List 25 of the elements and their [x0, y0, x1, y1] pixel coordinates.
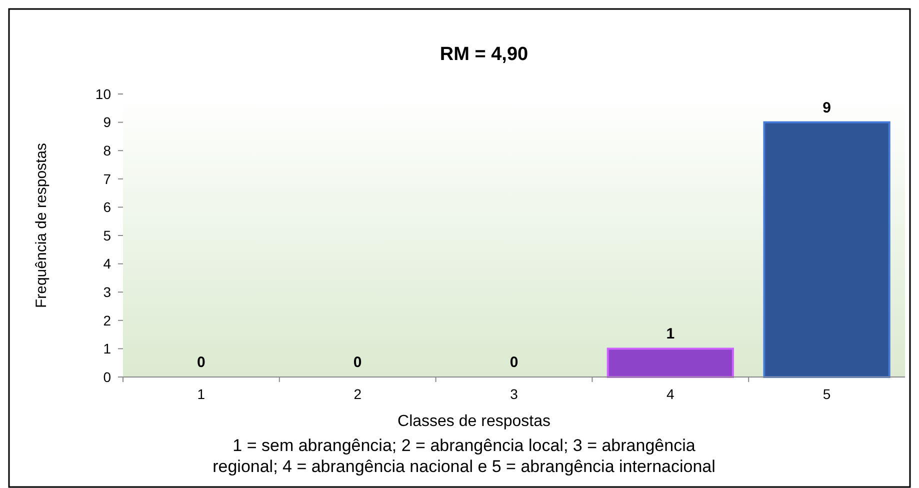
x-axis-title: Classes de respostas [398, 413, 550, 430]
x-tick-label: 3 [510, 386, 518, 402]
data-label: 9 [822, 99, 831, 116]
data-label: 0 [353, 354, 362, 371]
data-label: 0 [197, 354, 206, 371]
data-label: 0 [510, 354, 518, 371]
y-tick-label: 1 [103, 340, 112, 357]
x-tick-label: 1 [197, 386, 206, 402]
chart-title: RM = 4,90 [440, 44, 528, 65]
y-tick-label: 9 [103, 114, 112, 130]
x-tick-label: 5 [822, 386, 831, 402]
y-tick-label: 5 [103, 227, 112, 244]
y-tick-label: 0 [103, 368, 112, 385]
x-tick-label: 2 [354, 386, 362, 402]
y-tick-label: 4 [103, 256, 112, 272]
y-axis-title: Frequência de respostas [33, 142, 50, 308]
x-tick-label: 4 [666, 386, 674, 402]
y-tick-label: 2 [103, 312, 112, 328]
y-tick-label: 10 [95, 86, 112, 102]
text: 1 = sem abrangência; 2 = abrangência local; 3 = abrangência regional; 4 = abrangência nacional e 5 = abrangência internacional [212, 436, 716, 476]
y-tick-label: 3 [103, 284, 112, 300]
data-label: 1 [666, 326, 675, 343]
y-tick-label: 8 [103, 142, 112, 158]
y-tick-label: 7 [103, 170, 112, 187]
y-tick-label: 6 [103, 199, 112, 216]
